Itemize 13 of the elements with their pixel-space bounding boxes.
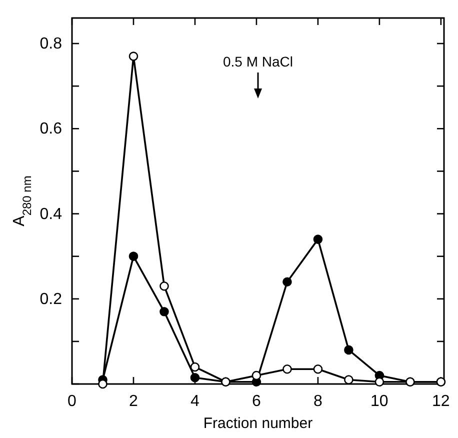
x-tick-label: 6	[252, 393, 262, 410]
x-tick-label: 0	[68, 393, 77, 410]
x-axis-title: Fraction number	[203, 415, 313, 432]
x-tick-label: 12	[432, 393, 450, 410]
y-tick-label: 0.6	[40, 120, 62, 138]
x-tick-label: 8	[313, 393, 322, 410]
x-tick-label: 2	[129, 393, 138, 410]
x-tick-label: 4	[190, 393, 200, 410]
annotation: 0.5 M NaCl	[222, 54, 294, 70]
y-tick-label: 0.8	[40, 36, 62, 53]
y-tick-label: 0.2	[40, 290, 62, 308]
x-tick-label: 10	[370, 393, 388, 410]
y-tick-label: 0.4	[40, 206, 62, 223]
